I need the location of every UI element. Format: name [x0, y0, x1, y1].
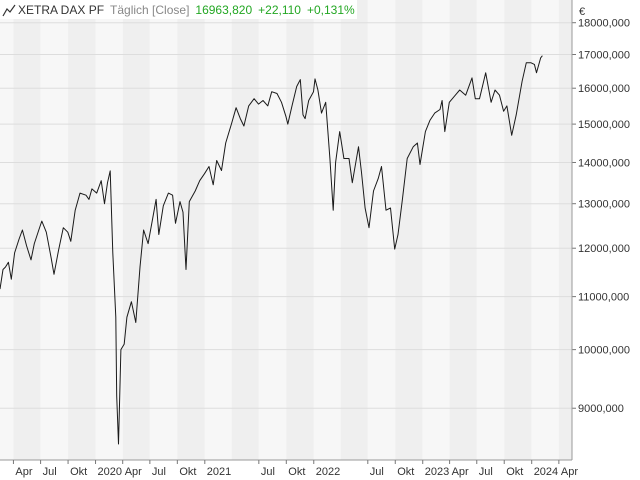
quarter-band: [504, 0, 532, 460]
symbol-name[interactable]: XETRA DAX PF: [18, 2, 105, 17]
x-tick-label: Okt: [70, 466, 87, 478]
quarter-band: [367, 0, 396, 460]
quarter-band: [177, 0, 205, 460]
x-tick-label: Apr: [452, 466, 469, 478]
x-tick-label: Apr: [125, 466, 142, 478]
x-tick-label: Apr: [15, 466, 32, 478]
x-tick-label: 2021: [207, 466, 231, 478]
x-tick-label: 2023: [425, 466, 449, 478]
x-tick-label: 2024: [534, 466, 558, 478]
y-tick-label: 11000,000: [578, 292, 629, 304]
quarter-band: [531, 0, 559, 460]
x-tick-label: Okt: [288, 466, 305, 478]
quarter-band: [395, 0, 423, 460]
quarter-band: [204, 0, 232, 460]
price-line-group: [0, 55, 543, 445]
x-tick-label: 2020: [98, 466, 122, 478]
y-tick-label: 15000,000: [578, 119, 630, 131]
x-tick-label: Jul: [43, 466, 57, 478]
quarter-band: [13, 0, 41, 460]
y-tick-label: 13000,000: [578, 199, 630, 211]
quarter-band: [558, 0, 572, 460]
y-tick-label: 18000,000: [578, 18, 630, 30]
x-tick-label: Okt: [397, 466, 414, 478]
price-change-percent: +0,131%: [306, 2, 355, 17]
price-change: +22,110: [258, 2, 301, 17]
currency-label: €: [579, 6, 585, 18]
line-chart-icon: [1, 2, 17, 18]
y-tick-label: 9000,000: [578, 403, 624, 415]
chart-header: XETRA DAX PF Täglich [Close] 16963,820 +…: [0, 0, 357, 19]
y-tick-label: 10000,000: [578, 345, 630, 357]
gridlines: [0, 22, 572, 409]
x-tick-label: Jul: [261, 466, 275, 478]
x-tick-label: Okt: [179, 466, 196, 478]
last-price: 16963,820: [195, 2, 253, 17]
x-tick-label: 2022: [316, 466, 340, 478]
quarter-band: [122, 0, 150, 460]
quarter-band: [449, 0, 477, 460]
price-mode[interactable]: Täglich [Close]: [110, 2, 190, 17]
x-axis: Apr Jul Okt 2020 Apr Jul Okt 2021 Jul Okt 2022 Jul O…: [0, 459, 578, 478]
x-tick-label: Jul: [479, 466, 493, 478]
quarter-band: [0, 0, 14, 460]
x-tick-label: Jul: [370, 466, 384, 478]
quarter-band: [476, 0, 505, 460]
quarter-band: [149, 0, 178, 460]
x-tick-label: Jul: [152, 466, 166, 478]
y-tick-label: 12000,000: [578, 243, 630, 255]
y-tick-label: 16000,000: [578, 83, 630, 95]
quarter-band: [258, 0, 287, 460]
y-tick-label: 14000,000: [578, 157, 630, 169]
quarter-band: [286, 0, 314, 460]
x-tick-label: Okt: [506, 466, 523, 478]
quarter-band: [422, 0, 450, 460]
y-axis: € 9000,000 10000,000 11000,000 12000,000 130…: [571, 0, 630, 460]
quarter-band: [313, 0, 341, 460]
price-line: [0, 55, 543, 445]
x-tick-label: Apr: [561, 466, 578, 478]
quarter-band: [40, 0, 69, 460]
quarter-band: [95, 0, 123, 460]
quarter-band: [340, 0, 368, 460]
quarter-band: [231, 0, 259, 460]
background-bands: [0, 0, 572, 460]
y-tick-label: 17000,000: [578, 49, 630, 61]
